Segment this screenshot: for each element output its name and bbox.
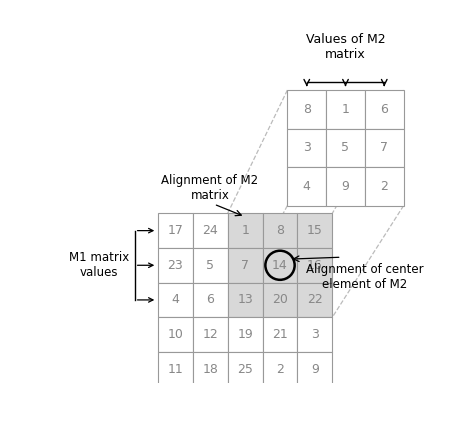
Bar: [298, 248, 332, 283]
Bar: [365, 129, 404, 167]
Bar: [326, 167, 365, 206]
Bar: [227, 213, 263, 248]
Text: 1: 1: [342, 103, 349, 116]
Bar: [193, 352, 227, 387]
Text: 13: 13: [237, 293, 253, 307]
Bar: [158, 352, 193, 387]
Text: 16: 16: [307, 259, 323, 272]
Bar: [227, 317, 263, 352]
Text: 2: 2: [276, 363, 284, 376]
Text: 24: 24: [203, 224, 218, 237]
Text: 7: 7: [380, 141, 388, 154]
Text: 6: 6: [206, 293, 214, 307]
Text: 4: 4: [172, 293, 180, 307]
Bar: [263, 352, 298, 387]
Bar: [263, 317, 298, 352]
Bar: [263, 213, 298, 248]
Text: 9: 9: [342, 180, 349, 193]
Text: 5: 5: [342, 141, 350, 154]
Text: 17: 17: [167, 224, 183, 237]
Text: 22: 22: [307, 293, 323, 307]
Bar: [193, 248, 227, 283]
Bar: [158, 248, 193, 283]
Text: 11: 11: [167, 363, 183, 376]
Bar: [365, 167, 404, 206]
Bar: [298, 283, 332, 317]
Bar: [227, 352, 263, 387]
Bar: [158, 317, 193, 352]
Text: 14: 14: [272, 259, 288, 272]
Bar: [227, 248, 263, 283]
Bar: [287, 129, 326, 167]
Bar: [263, 248, 298, 283]
Text: 8: 8: [276, 224, 284, 237]
Text: 7: 7: [241, 259, 249, 272]
Text: 20: 20: [272, 293, 288, 307]
Text: 5: 5: [206, 259, 214, 272]
Text: 19: 19: [237, 328, 253, 341]
Text: 2: 2: [380, 180, 388, 193]
Bar: [326, 129, 365, 167]
Text: 3: 3: [303, 141, 311, 154]
Text: 25: 25: [237, 363, 253, 376]
Bar: [193, 213, 227, 248]
Text: Alignment of center
element of M2: Alignment of center element of M2: [306, 263, 423, 292]
Bar: [227, 283, 263, 317]
Bar: [287, 90, 326, 129]
Text: 12: 12: [203, 328, 218, 341]
Bar: [263, 283, 298, 317]
Text: 21: 21: [272, 328, 288, 341]
Text: 18: 18: [202, 363, 218, 376]
Bar: [193, 283, 227, 317]
Text: 23: 23: [167, 259, 183, 272]
Text: 9: 9: [311, 363, 319, 376]
Bar: [326, 90, 365, 129]
Bar: [298, 317, 332, 352]
Text: 4: 4: [303, 180, 311, 193]
Bar: [298, 352, 332, 387]
Text: Values of M2
matrix: Values of M2 matrix: [306, 33, 385, 61]
Text: 8: 8: [303, 103, 311, 116]
Bar: [158, 283, 193, 317]
Text: 6: 6: [380, 103, 388, 116]
Text: 15: 15: [307, 224, 323, 237]
Text: M1 matrix
values: M1 matrix values: [69, 251, 129, 279]
Bar: [365, 90, 404, 129]
Text: 3: 3: [311, 328, 319, 341]
Text: 10: 10: [167, 328, 183, 341]
Bar: [158, 213, 193, 248]
Text: 1: 1: [241, 224, 249, 237]
Bar: [298, 213, 332, 248]
Bar: [287, 167, 326, 206]
Text: Alignment of M2
matrix: Alignment of M2 matrix: [161, 174, 258, 202]
Bar: [193, 317, 227, 352]
